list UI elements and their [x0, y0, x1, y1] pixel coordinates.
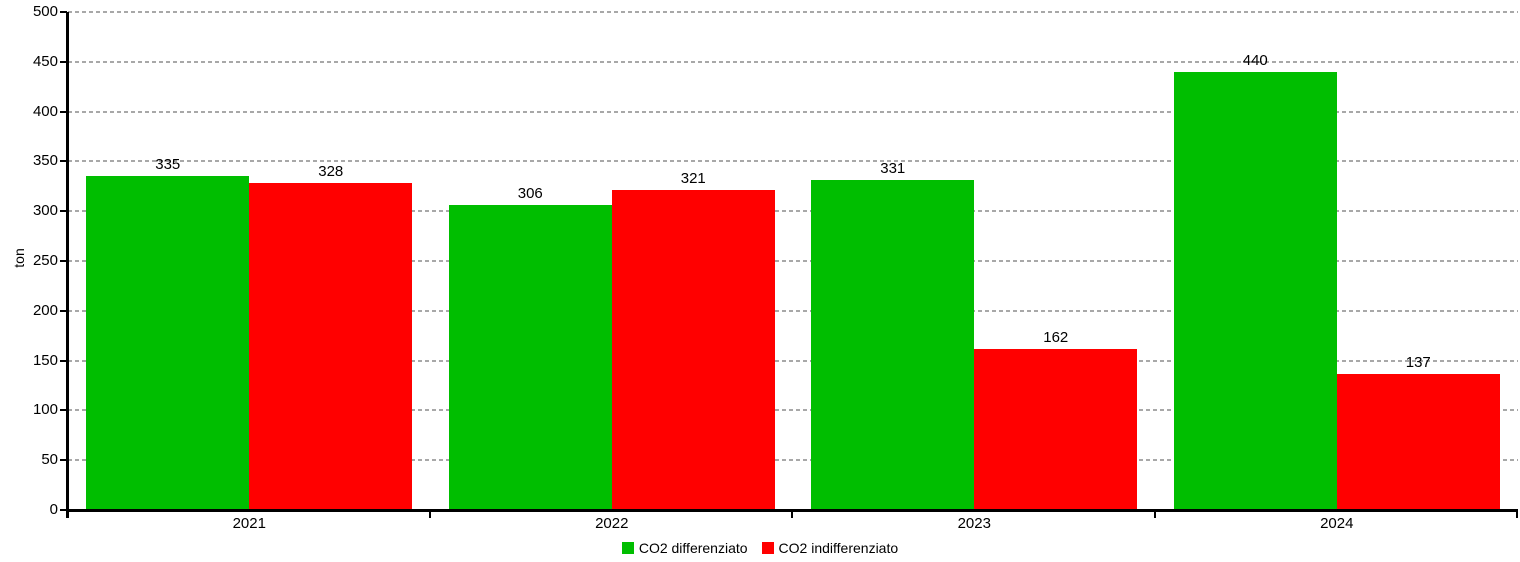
legend-swatch-green	[621, 542, 634, 554]
y-tick-mark-500	[60, 11, 67, 13]
bar-2023-differenziato	[811, 180, 975, 510]
legend-item-indifferenziato: CO2 indifferenziato	[761, 540, 899, 556]
bar-value-label: 306	[517, 185, 543, 203]
x-tick-mark-2	[791, 510, 793, 518]
x-axis-label-2022: 2022	[595, 515, 629, 532]
bar-value-label: 328	[318, 163, 344, 181]
gridline-100	[68, 409, 1518, 412]
x-axis-label-2021: 2021	[232, 515, 266, 532]
legend: CO2 differenziato CO2 indifferenziato	[0, 540, 1520, 556]
gridline-400	[68, 110, 1518, 113]
bar-2022-indifferenziato	[611, 190, 775, 510]
gridline-500	[68, 11, 1518, 13]
y-tick-mark-250	[60, 260, 67, 262]
bar-2023-indifferenziato	[974, 348, 1138, 510]
y-tick-mark-100	[60, 409, 67, 412]
y-tick-label-100: 100	[32, 401, 58, 419]
y-axis-line	[66, 12, 69, 518]
y-tick-mark-0	[60, 509, 67, 511]
legend-label: CO2 indifferenziato	[778, 540, 899, 556]
y-tick-label-250: 250	[32, 252, 58, 269]
legend-item-differenziato: CO2 differenziato	[621, 540, 748, 556]
y-tick-label-450: 450	[32, 52, 58, 70]
y-tick-label-200: 200	[32, 301, 58, 319]
x-tick-mark-3	[1153, 510, 1156, 518]
y-tick-mark-150	[60, 359, 67, 362]
x-tick-mark-4	[1516, 510, 1518, 518]
y-tick-label-500: 500	[32, 3, 58, 20]
bar-2021-differenziato	[86, 176, 250, 510]
gridline-450	[68, 60, 1518, 63]
gridline-200	[68, 309, 1518, 312]
legend-swatch-red	[761, 542, 774, 554]
legend-label: CO2 differenziato	[638, 540, 748, 556]
bar-value-label: 331	[880, 160, 906, 178]
bar-value-label: 162	[1043, 328, 1069, 346]
bar-2021-indifferenziato	[249, 183, 413, 510]
y-tick-label-0: 0	[49, 501, 58, 518]
bar-value-label: 137	[1405, 353, 1431, 371]
bar-2022-differenziato	[448, 205, 612, 510]
y-tick-mark-450	[60, 60, 67, 63]
gridline-50	[68, 459, 1518, 462]
y-tick-label-300: 300	[32, 202, 58, 220]
y-tick-mark-400	[60, 110, 67, 113]
gridline-250	[68, 260, 1518, 262]
bar-2024-indifferenziato	[1336, 373, 1500, 510]
y-tick-label-350: 350	[32, 152, 58, 170]
bar-2024-differenziato	[1173, 71, 1337, 510]
y-tick-mark-300	[60, 210, 67, 213]
y-tick-label-400: 400	[32, 102, 58, 120]
bar-value-label: 335	[155, 156, 181, 174]
y-tick-mark-200	[60, 309, 67, 312]
y-tick-label-150: 150	[32, 351, 58, 369]
gridline-300	[68, 210, 1518, 213]
x-axis-label-2023: 2023	[957, 515, 991, 532]
y-tick-label-50: 50	[41, 451, 58, 469]
x-axis-label-2024: 2024	[1320, 515, 1354, 532]
x-tick-mark-1	[428, 510, 431, 518]
bar-value-label: 440	[1242, 51, 1268, 69]
y-tick-mark-350	[60, 160, 67, 163]
y-tick-mark-50	[60, 459, 67, 462]
gridline-350	[68, 160, 1518, 163]
gridline-150	[68, 359, 1518, 362]
bar-value-label: 321	[680, 170, 706, 188]
plot-area: 335 328 306 321 331 162 440 137	[68, 11, 1518, 510]
